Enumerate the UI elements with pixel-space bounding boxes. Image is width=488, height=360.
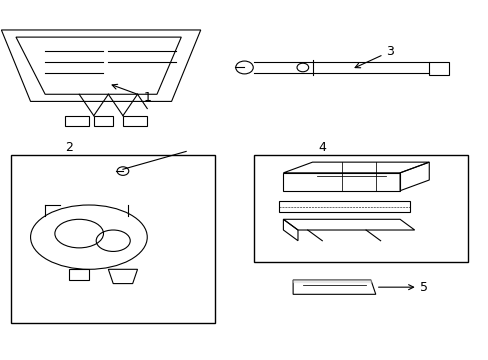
Bar: [122, 116, 147, 126]
Text: 4: 4: [318, 141, 325, 154]
Bar: [11, 155, 215, 323]
Bar: [254, 155, 467, 262]
Text: 3: 3: [354, 45, 393, 68]
Bar: [94, 116, 113, 126]
Text: 5: 5: [378, 281, 427, 294]
Text: 1: 1: [112, 84, 151, 104]
Bar: [64, 116, 89, 126]
Bar: [428, 62, 448, 75]
Text: 2: 2: [65, 141, 73, 154]
